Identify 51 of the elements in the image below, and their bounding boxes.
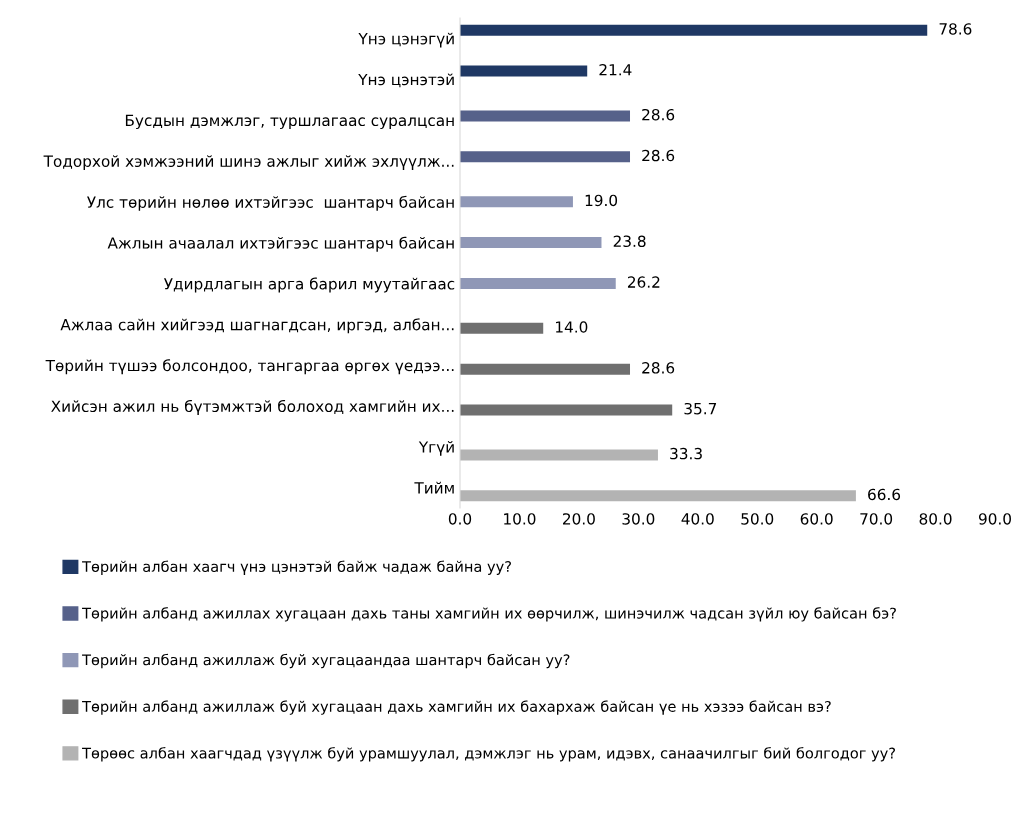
data-label: 28.6	[642, 149, 675, 162]
y-tick-label: Удирдлагын арга барил муутайгаас	[163, 277, 455, 293]
data-label: 28.6	[642, 362, 675, 374]
bar	[460, 277, 616, 289]
data-label: 23.8	[613, 235, 646, 248]
data-label: 21.4	[599, 63, 632, 76]
y-tick-label: Хийсэн ажил нь бүтэмжтэй болоход хамгийн их...	[51, 399, 454, 416]
y-tick-label: Бусдын дэмжлэг, туршлагаас суралцсан	[125, 114, 454, 130]
y-tick-label: Улс төрийн нөлөө ихтэйгээс шантарч байсан	[87, 195, 454, 211]
bar	[460, 490, 856, 502]
y-tick-label: Үгүй	[418, 441, 454, 456]
legend-label: Төрийн албанд ажиллах хугацаан дахь таны хамгийн их өөрчилж, шинэчилж чадсан зүйл юу байсан бэ?	[82, 607, 896, 622]
y-tick-label: Ажлын ачаалал ихтэйгээс шантарч байсан	[107, 236, 454, 252]
legend-label: Төрийн албанд ажиллаж буй хугацаандаа шантарч байсан уу?	[82, 653, 570, 669]
data-label: 33.3	[670, 447, 702, 460]
x-tick-label: 40.0	[681, 513, 714, 525]
data-label: 35.7	[684, 402, 717, 415]
x-tick-label: 70.0	[860, 513, 893, 525]
y-tick-label: Үнэ цэнэгүй	[358, 32, 454, 48]
data-label: 66.6	[868, 488, 901, 501]
x-tick-label: 30.0	[622, 513, 655, 525]
x-tick-label: 80.0	[919, 513, 952, 525]
bar	[460, 322, 544, 334]
legend-label: Төрийн албан хаагч үнэ цэнэтэй байж чадаж байна уу?	[82, 560, 511, 575]
bar	[460, 110, 631, 122]
data-label: 14.0	[556, 321, 588, 333]
y-tick-label: Тийм	[414, 481, 454, 494]
x-tick-label: 20.0	[563, 513, 595, 525]
bar	[460, 237, 602, 249]
data-label: 78.6	[939, 23, 972, 35]
y-tick-label: Тодорхой хэмжээний шинэ ажлыг хийж эхлүүлж...	[43, 155, 454, 170]
data-label: 26.2	[627, 276, 660, 288]
bar	[460, 363, 631, 375]
bar	[460, 449, 658, 461]
bar	[460, 196, 573, 208]
bar	[460, 65, 588, 77]
y-tick-label: Төрийн түшээ болсондоо, тангаргаа өргөх үедээ...	[45, 359, 454, 375]
y-tick-label: Ажлаа сайн хийгээд шагнагдсан, иргэд, албан...	[60, 318, 454, 334]
bar	[460, 24, 928, 36]
legend-label: Төрөөс албан хаагчдад үзүүлж буй урамшуулал, дэмжлэг нь урам, идэвх, санаачилгыг бий болгодог уу?	[82, 747, 896, 762]
data-label: 28.6	[642, 108, 675, 121]
data-label: 19.0	[585, 194, 618, 207]
x-tick-label: 0.0	[448, 513, 472, 525]
x-tick-label: 10.0	[504, 513, 536, 525]
x-tick-label: 90.0	[978, 513, 1011, 525]
bar	[460, 151, 631, 163]
bar	[460, 404, 673, 416]
legend-label: Төрийн албанд ажиллаж буй хугацаан дахь хамгийн их бахархаж байсан үе нь хэзээ байсан вэ?	[82, 700, 831, 715]
x-tick-label: 50.0	[741, 513, 774, 525]
y-tick-label: Үнэ цэнэтэй	[358, 73, 454, 88]
x-tick-label: 60.0	[800, 513, 833, 525]
